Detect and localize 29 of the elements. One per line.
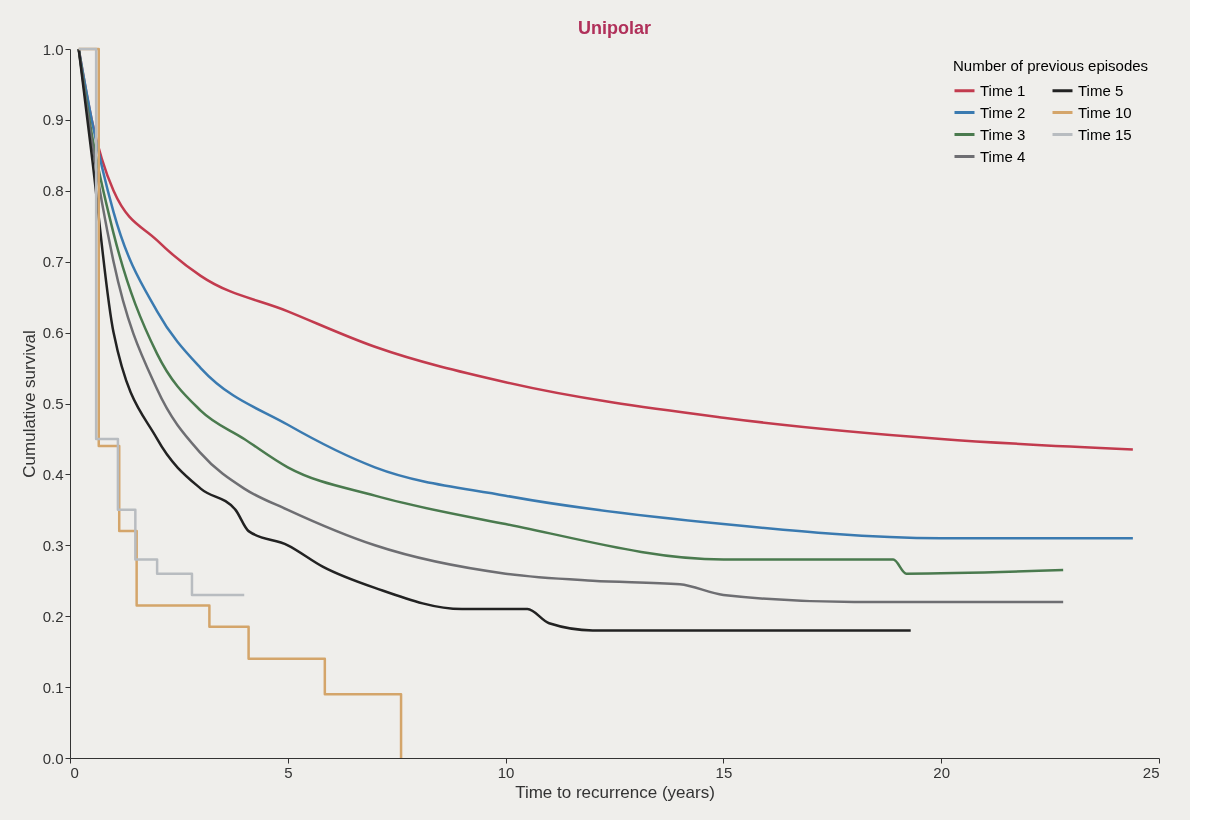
x-tick-label: 5	[284, 763, 293, 781]
legend-label: Time 3	[980, 125, 1026, 143]
y-tick-label: 0.4	[42, 465, 64, 483]
legend-label: Time 5	[1078, 81, 1124, 99]
y-tick-label: 0.6	[42, 324, 64, 342]
y-tick-label: 0.5	[42, 395, 64, 412]
legend-label: Time 15	[1078, 125, 1132, 143]
y-tick-label: 0.3	[42, 536, 64, 554]
line-series	[77, 47, 912, 632]
y-tick-label: 0.2	[42, 607, 64, 625]
chart-title: Unipolar	[577, 18, 652, 38]
x-tick-label: 25	[1142, 763, 1160, 781]
x-axis-title: Time to recurrence (years)	[515, 782, 715, 802]
y-tick-label: 0.0	[42, 749, 64, 767]
legend-label: Time 10	[1078, 103, 1132, 121]
y-tick-label: 0.8	[42, 182, 64, 200]
x-tick-label: 10	[497, 763, 515, 781]
y-tick-label: 1.0	[42, 40, 64, 58]
y-tick-label: 0.9	[42, 111, 64, 129]
legend-label: Time 4	[980, 147, 1026, 165]
legend-label: Time 2	[980, 103, 1026, 121]
y-tick-label: 0.7	[42, 253, 64, 271]
x-tick-label: 15	[715, 763, 733, 781]
legend-title: Number of previous episodes	[953, 57, 1149, 74]
x-tick-label: 0	[70, 763, 79, 781]
x-tick-label: 20	[933, 763, 951, 781]
y-tick-label: 0.1	[42, 678, 64, 696]
legend-label: Time 1	[980, 81, 1026, 99]
y-axis-title: Cumulative survival	[19, 330, 39, 478]
